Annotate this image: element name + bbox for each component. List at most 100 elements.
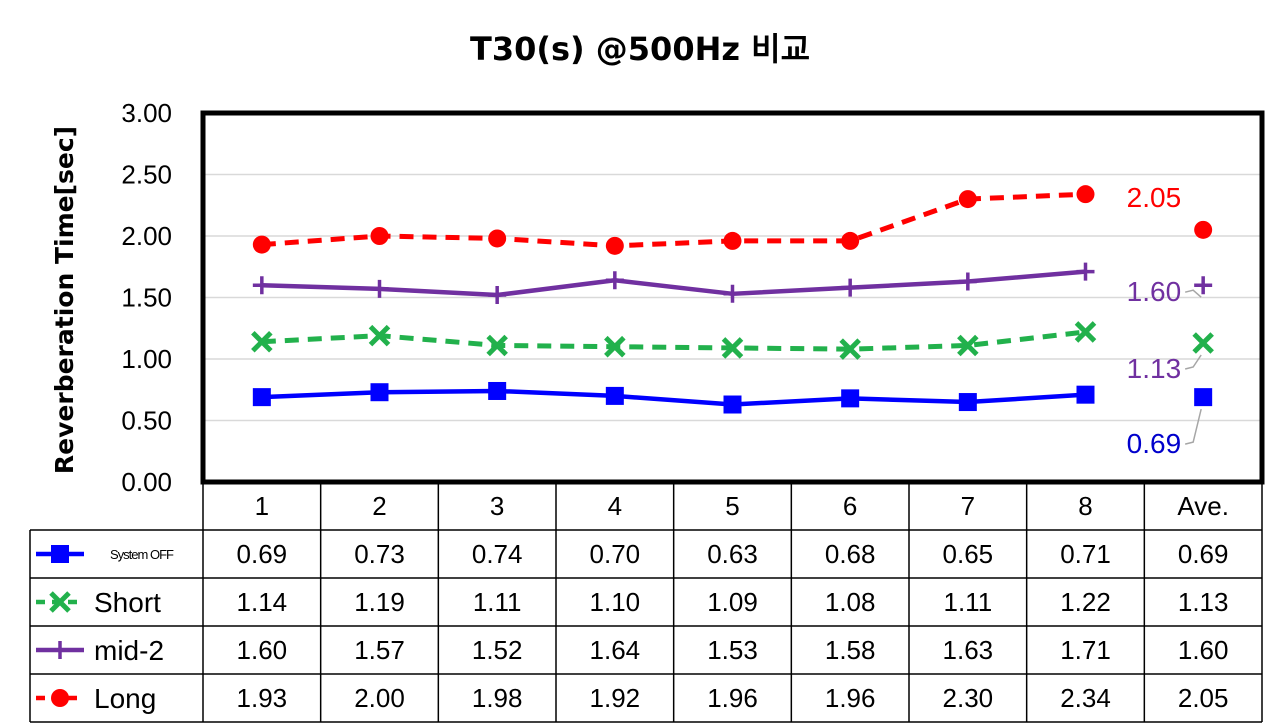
legend-key: [36, 545, 84, 563]
y-tick-label: 1.50: [121, 283, 172, 313]
table-cell: 1.11: [473, 587, 522, 617]
point-plus-marker: [1194, 276, 1213, 295]
point-circle-marker: [252, 235, 271, 254]
point-plus-marker: [488, 286, 507, 305]
point-circle-marker: [1194, 220, 1213, 239]
x-tick-label: 5: [725, 491, 739, 521]
table-cell: 0.73: [354, 539, 405, 569]
annotations: 2.05 1.60 1.13 0.69: [1127, 182, 1202, 459]
legend-label: Long: [94, 683, 156, 714]
table-cell: 1.98: [472, 683, 523, 713]
point-square-marker: [252, 388, 271, 407]
table-cell: 1.96: [707, 683, 758, 713]
point-x-marker: [49, 591, 71, 613]
series-line: [261, 191, 1086, 249]
legend-key: [36, 689, 84, 707]
series-line: [261, 269, 1086, 298]
point-plus-marker: [252, 276, 271, 295]
point-x-marker: [957, 334, 979, 357]
table-cell: 1.58: [825, 635, 876, 665]
point-square-marker: [723, 395, 742, 414]
table-cell: 0.69: [1178, 539, 1229, 569]
x-tick-label: 6: [843, 491, 857, 521]
point-x-marker: [1192, 332, 1214, 354]
x-tick-label: 4: [608, 491, 622, 521]
point-square-marker: [605, 386, 624, 405]
table-cell: 1.13: [1178, 587, 1229, 617]
point-circle-marker: [723, 231, 742, 250]
table-cell: 2.05: [1178, 683, 1229, 713]
table-cell: 1.96: [825, 683, 876, 713]
y-axis-ticks: 0.00 0.50 1.00 1.50 2.00 2.50 3.00: [121, 98, 172, 497]
point-x-marker: [486, 334, 508, 357]
plot-area-frame: [200, 110, 1265, 485]
data-label: 2.05: [1127, 182, 1182, 213]
point-plus-marker: [370, 279, 389, 298]
series-line: [261, 388, 1086, 407]
x-tick-label: 1: [255, 491, 269, 521]
point-plus-marker: [1076, 262, 1095, 281]
table-cell: 0.74: [472, 539, 523, 569]
series-mid-2: [252, 262, 1213, 305]
table-cell: 1.19: [354, 587, 405, 617]
legend-label: Short: [94, 587, 161, 618]
table-cell: 1.08: [825, 587, 876, 617]
table-cell: 0.70: [590, 539, 641, 569]
table-cell: 1.22: [1060, 587, 1111, 617]
point-circle-marker: [1076, 185, 1095, 204]
y-tick-label: 3.00: [121, 98, 172, 128]
y-tick-label: 2.50: [121, 160, 172, 190]
table-cell: 1.57: [354, 635, 405, 665]
legend-key: [36, 591, 84, 613]
y-tick-label: 0.50: [121, 406, 172, 436]
leader-line: [1184, 354, 1202, 370]
point-plus-marker: [841, 278, 860, 297]
table-cell: 0.63: [707, 539, 758, 569]
point-square-marker: [1194, 388, 1213, 407]
point-square-marker: [841, 389, 860, 408]
chart-title: T30(s) @500Hz 비교: [470, 30, 810, 68]
table-cell: 1.52: [472, 635, 523, 665]
table-cell: 0.68: [825, 539, 876, 569]
table-cell: 2.30: [943, 683, 994, 713]
y-axis-label: Reverberation Time[sec]: [50, 126, 79, 474]
point-square-marker: [370, 383, 389, 402]
table-cell: 1.92: [590, 683, 641, 713]
table-cell: 1.10: [590, 587, 641, 617]
data-table: 1 2 3 4 5 6 7 8 Ave. System OFF 0.69 0.73 0.74 0.70 0.…: [29, 482, 1263, 723]
legend-label: System OFF: [110, 547, 174, 562]
point-square-marker: [488, 381, 507, 400]
point-plus-marker: [723, 284, 742, 303]
table-cell: 1.60: [1178, 635, 1229, 665]
table-cell: 1.71: [1060, 635, 1111, 665]
legend-label: mid-2: [94, 635, 164, 666]
leader-line: [1184, 289, 1202, 298]
series-short: [251, 321, 1214, 360]
point-plus-marker: [605, 271, 624, 290]
point-x-marker: [839, 338, 861, 360]
point-x-marker: [368, 324, 391, 347]
x-tick-label: 2: [372, 491, 386, 521]
data-label: 1.60: [1127, 276, 1182, 307]
leader-line: [1184, 408, 1202, 445]
table-cell: 2.34: [1060, 683, 1111, 713]
point-circle-marker: [370, 227, 389, 245]
point-plus-marker: [51, 641, 69, 659]
table-cell: 1.14: [237, 587, 288, 617]
point-x-marker: [1074, 321, 1097, 343]
data-label: 1.13: [1127, 353, 1182, 384]
table-cell: 2.00: [354, 683, 405, 713]
x-tick-label: 8: [1078, 491, 1092, 521]
point-square-marker: [1076, 385, 1095, 404]
point-square-marker: [958, 393, 977, 412]
point-circle-marker: [488, 229, 507, 248]
table-cell: 1.53: [707, 635, 758, 665]
point-circle-marker: [958, 190, 977, 209]
x-tick-label: Ave.: [1177, 491, 1229, 521]
series-long: [252, 185, 1213, 255]
table-cell: 0.65: [943, 539, 994, 569]
data-label: 0.69: [1127, 428, 1182, 459]
x-tick-label: 7: [961, 491, 975, 521]
legend-key: [36, 641, 84, 659]
